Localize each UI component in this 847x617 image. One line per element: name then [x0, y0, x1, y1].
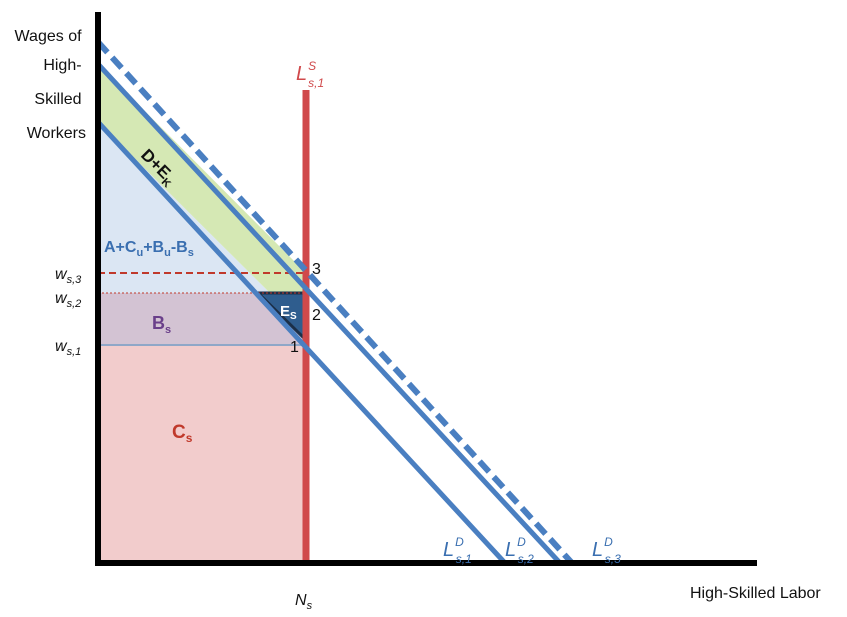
- demand-curve-1-line: [96, 120, 507, 565]
- demand-curve-3-line: [95, 39, 575, 566]
- point-label-1: 1: [290, 339, 299, 356]
- wage-label-s3: ws,3: [55, 266, 82, 286]
- wage-label-s2: ws,2: [55, 290, 81, 310]
- supply-curve-label: LS s,1: [296, 59, 324, 90]
- region-c-s: [98, 345, 306, 563]
- wage-label-s1: ws,1: [55, 338, 81, 358]
- point-label-2: 2: [312, 307, 321, 324]
- region-label-b-s: Bs: [152, 313, 171, 336]
- demand-curve-3-label: LD s,3: [592, 535, 621, 566]
- demand-curve-1-label: LD s,1: [443, 535, 472, 566]
- region-b-s: [98, 293, 306, 345]
- x-axis-label: High-Skilled Labor: [690, 585, 821, 602]
- region-label-a-c-b: A+Cu+Bu-Bs: [104, 239, 194, 259]
- y-axis-label: Wages of High- Skilled Workers: [15, 28, 86, 142]
- point-label-3: 3: [312, 261, 321, 278]
- x-tick-ns: Ns: [295, 592, 313, 612]
- demand-curve-2-line: [96, 62, 562, 565]
- region-label-c-s: Cs: [172, 422, 193, 445]
- region-label-e-s: ES: [280, 303, 297, 322]
- demand-curve-2-label: LD s,2: [505, 535, 534, 566]
